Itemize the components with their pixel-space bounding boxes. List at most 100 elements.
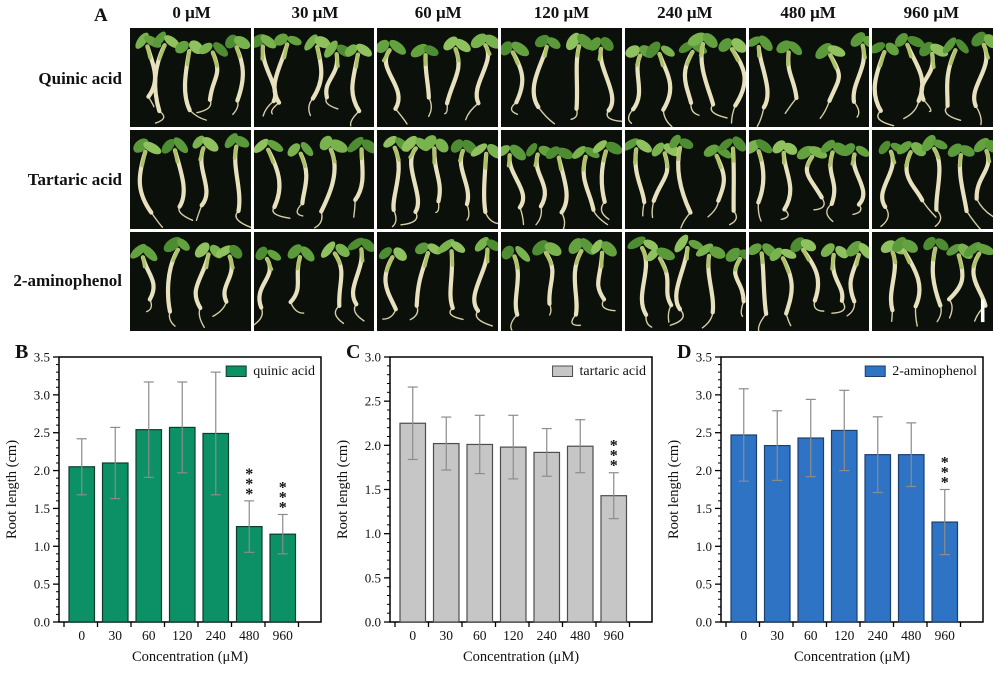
- svg-text:2.5: 2.5: [365, 394, 381, 409]
- svg-text:*: *: [610, 438, 618, 455]
- svg-text:2.5: 2.5: [34, 425, 50, 440]
- seedling-photo-grid: [130, 28, 993, 331]
- svg-text:3.0: 3.0: [34, 387, 50, 402]
- svg-text:0.0: 0.0: [696, 615, 712, 630]
- row-label-tartaric-acid: Tartaric acid: [27, 169, 122, 189]
- seedling-photo: [748, 130, 870, 229]
- chart-panel-b: 0.00.51.01.52.02.53.03.50 30 60 120 240***48…: [4, 341, 322, 665]
- seedling-photo: [130, 232, 251, 331]
- svg-text:120: 120: [172, 628, 193, 643]
- svg-text:1.0: 1.0: [696, 539, 712, 554]
- svg-text:30: 30: [771, 628, 785, 643]
- svg-text:30: 30: [440, 628, 454, 643]
- svg-text:*: *: [279, 479, 287, 496]
- svg-text:*: *: [279, 489, 287, 506]
- svg-text:Concentration (μM): Concentration (μM): [794, 649, 910, 665]
- svg-text:3.5: 3.5: [34, 350, 50, 365]
- scale-bar: [981, 299, 985, 323]
- svg-text:60: 60: [142, 628, 156, 643]
- svg-text:B: B: [15, 341, 28, 363]
- svg-text:Root length (cm): Root length (cm): [335, 440, 351, 539]
- concentration-label: 0 μM: [172, 3, 211, 22]
- svg-text:480: 480: [901, 628, 922, 643]
- svg-text:2.0: 2.0: [34, 463, 50, 478]
- svg-text:*: *: [941, 465, 949, 482]
- svg-text:2.5: 2.5: [696, 425, 712, 440]
- seedling-photo: [253, 28, 375, 127]
- chart-panel-d: 0.00.51.01.52.02.53.03.50 30 60 120 240 480**…: [666, 341, 984, 665]
- svg-text:C: C: [346, 341, 360, 363]
- svg-text:1.0: 1.0: [34, 539, 50, 554]
- seedling-photo: [624, 232, 746, 331]
- seedling-photo: [624, 130, 746, 229]
- seedling-photo: [253, 130, 375, 229]
- svg-text:quinic acid: quinic acid: [253, 364, 315, 379]
- svg-text:0.5: 0.5: [34, 577, 50, 592]
- svg-text:0.0: 0.0: [34, 615, 50, 630]
- svg-text:60: 60: [804, 628, 818, 643]
- svg-text:*: *: [941, 475, 949, 492]
- treatment-row-labels: Quinic acid Tartaric acid 2-aminophenol: [0, 28, 127, 331]
- concentration-header-row: 0 μM 30 μM 60 μM 120 μM 240 μM 480 μM 96…: [130, 3, 993, 23]
- svg-text:Concentration (μM): Concentration (μM): [132, 649, 248, 665]
- svg-text:*: *: [610, 458, 618, 475]
- concentration-label: 960 μM: [903, 3, 960, 22]
- seedling-photo: [624, 28, 746, 127]
- chart-panels: 0.0 0.5 1.0 1.5 2.0 2.5 3.0 3.5 0 30 60 120 240 * * * 48…: [0, 335, 993, 678]
- svg-text:*: *: [279, 499, 287, 516]
- seedling-photo: [377, 28, 499, 127]
- svg-text:960: 960: [935, 628, 956, 643]
- concentration-label: 30 μM: [291, 3, 339, 22]
- svg-text:0.5: 0.5: [696, 577, 712, 592]
- svg-text:Concentration (μM): Concentration (μM): [463, 649, 579, 665]
- svg-text:240: 240: [206, 628, 227, 643]
- svg-text:1.5: 1.5: [365, 482, 381, 497]
- concentration-label: 60 μM: [414, 3, 462, 22]
- svg-text:3.5: 3.5: [696, 350, 712, 365]
- svg-text:0.5: 0.5: [365, 570, 381, 585]
- svg-text:480: 480: [239, 628, 260, 643]
- svg-text:0.0: 0.0: [365, 615, 381, 630]
- seedling-photo: [748, 232, 870, 331]
- seedling-photo: [253, 232, 375, 331]
- svg-text:3.0: 3.0: [365, 350, 381, 365]
- seedling-photo: [377, 130, 499, 229]
- svg-text:Root length (cm): Root length (cm): [4, 440, 20, 539]
- svg-text:60: 60: [473, 628, 487, 643]
- concentration-label: 120 μM: [533, 3, 590, 22]
- svg-text:*: *: [245, 466, 253, 483]
- svg-text:tartaric acid: tartaric acid: [580, 364, 646, 379]
- svg-text:30: 30: [109, 628, 123, 643]
- svg-text:Root length (cm): Root length (cm): [666, 440, 682, 539]
- svg-text:120: 120: [503, 628, 524, 643]
- svg-text:240: 240: [868, 628, 889, 643]
- seedling-photo: [872, 130, 993, 229]
- svg-text:D: D: [677, 341, 691, 363]
- svg-text:*: *: [610, 448, 618, 465]
- svg-text:0: 0: [740, 628, 747, 643]
- svg-text:*: *: [245, 476, 253, 493]
- svg-text:1.0: 1.0: [365, 526, 381, 541]
- svg-text:2.0: 2.0: [365, 438, 381, 453]
- seedling-photo: [377, 232, 499, 331]
- svg-text:1.5: 1.5: [696, 501, 712, 516]
- seedling-photo: [130, 130, 251, 229]
- svg-text:*: *: [941, 455, 949, 472]
- row-label-2-aminophenol: 2-aminophenol: [13, 270, 122, 290]
- svg-text:120: 120: [834, 628, 855, 643]
- concentration-label: 480 μM: [780, 3, 836, 22]
- svg-text:2.0: 2.0: [696, 463, 712, 478]
- svg-text:*: *: [245, 486, 253, 503]
- chart-panel-c: 0.00.51.01.52.02.53.00 30 60 120 240 480***96…: [335, 341, 653, 665]
- seedling-photo: [872, 28, 993, 127]
- seedling-photo: [501, 232, 622, 331]
- svg-text:960: 960: [273, 628, 294, 643]
- svg-text:0: 0: [409, 628, 416, 643]
- concentration-label: 240 μM: [657, 3, 713, 22]
- svg-text:1.5: 1.5: [34, 501, 50, 516]
- svg-text:240: 240: [537, 628, 558, 643]
- seedling-photo: [748, 28, 870, 127]
- svg-text:480: 480: [570, 628, 591, 643]
- seedling-photo: [130, 28, 251, 127]
- svg-text:960: 960: [604, 628, 625, 643]
